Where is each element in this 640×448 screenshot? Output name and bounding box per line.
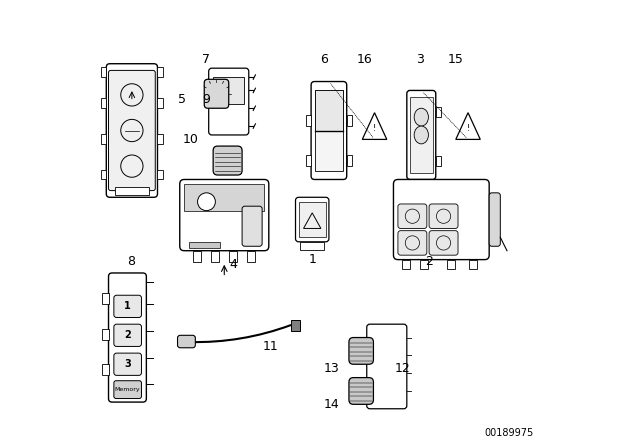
Text: !: ! [467, 124, 470, 133]
Text: 12: 12 [394, 362, 410, 375]
Text: Memory: Memory [115, 387, 140, 392]
FancyBboxPatch shape [242, 206, 262, 246]
FancyBboxPatch shape [114, 324, 141, 346]
FancyBboxPatch shape [109, 273, 147, 402]
Text: 4: 4 [229, 258, 237, 271]
FancyBboxPatch shape [180, 180, 269, 251]
Text: 8: 8 [127, 255, 135, 268]
Bar [300, 242, 324, 250]
Text: 15: 15 [448, 53, 464, 66]
Bar [436, 108, 441, 117]
Text: 13: 13 [323, 362, 339, 375]
FancyBboxPatch shape [177, 335, 195, 348]
Bar [469, 260, 477, 269]
Bar [347, 115, 352, 126]
Bar [315, 90, 343, 130]
FancyBboxPatch shape [213, 146, 242, 175]
FancyBboxPatch shape [349, 378, 373, 404]
Text: 16: 16 [356, 53, 372, 66]
Bar [102, 293, 109, 304]
Bar [420, 260, 428, 269]
Text: 2: 2 [124, 330, 131, 340]
FancyArrowPatch shape [189, 325, 291, 342]
Bar [101, 170, 106, 180]
Bar [306, 155, 311, 166]
Bar [189, 242, 220, 249]
FancyBboxPatch shape [114, 295, 141, 318]
FancyBboxPatch shape [109, 70, 156, 190]
FancyBboxPatch shape [398, 204, 427, 228]
Bar [299, 202, 326, 237]
Bar [101, 67, 106, 77]
FancyBboxPatch shape [114, 353, 141, 375]
FancyBboxPatch shape [429, 231, 458, 255]
FancyBboxPatch shape [349, 337, 373, 364]
FancyBboxPatch shape [398, 231, 427, 255]
Bar [101, 134, 106, 144]
Bar [102, 364, 109, 375]
Bar [157, 99, 163, 108]
Text: 3: 3 [124, 359, 131, 369]
Bar [157, 134, 163, 144]
Bar [447, 260, 455, 269]
Text: 9: 9 [202, 93, 211, 106]
Bar [315, 90, 343, 171]
Circle shape [198, 193, 216, 211]
Bar [157, 170, 163, 180]
Text: 7: 7 [202, 53, 211, 66]
Bar [102, 329, 109, 340]
Bar [246, 251, 255, 262]
Bar [184, 184, 264, 211]
Bar [211, 251, 219, 262]
FancyBboxPatch shape [204, 79, 228, 108]
FancyBboxPatch shape [407, 90, 436, 180]
Bar [228, 251, 237, 262]
Bar [213, 77, 244, 104]
Bar [115, 187, 148, 195]
Text: 10: 10 [183, 133, 199, 146]
Ellipse shape [414, 108, 428, 126]
Text: 00189975: 00189975 [484, 428, 534, 438]
FancyBboxPatch shape [489, 193, 500, 246]
Text: 1: 1 [308, 253, 316, 266]
FancyBboxPatch shape [367, 324, 407, 409]
Bar [101, 99, 106, 108]
Text: 3: 3 [416, 53, 424, 66]
Text: 14: 14 [323, 398, 339, 411]
FancyBboxPatch shape [311, 82, 347, 180]
Text: 11: 11 [263, 340, 279, 353]
FancyBboxPatch shape [296, 197, 329, 242]
Bar [410, 97, 433, 173]
Bar [193, 251, 201, 262]
Ellipse shape [414, 126, 428, 144]
Text: 2: 2 [425, 255, 433, 268]
Text: 1: 1 [124, 302, 131, 311]
FancyBboxPatch shape [209, 68, 249, 135]
FancyBboxPatch shape [429, 204, 458, 228]
Bar [157, 67, 163, 77]
Bar [436, 156, 441, 166]
Bar [347, 155, 352, 166]
Bar [291, 320, 300, 331]
FancyBboxPatch shape [106, 64, 157, 197]
Bar [306, 115, 311, 126]
Bar [403, 260, 410, 269]
Text: 5: 5 [178, 93, 186, 106]
FancyBboxPatch shape [394, 180, 489, 260]
FancyBboxPatch shape [114, 381, 141, 399]
Text: !: ! [373, 124, 376, 133]
Text: 6: 6 [321, 53, 328, 66]
